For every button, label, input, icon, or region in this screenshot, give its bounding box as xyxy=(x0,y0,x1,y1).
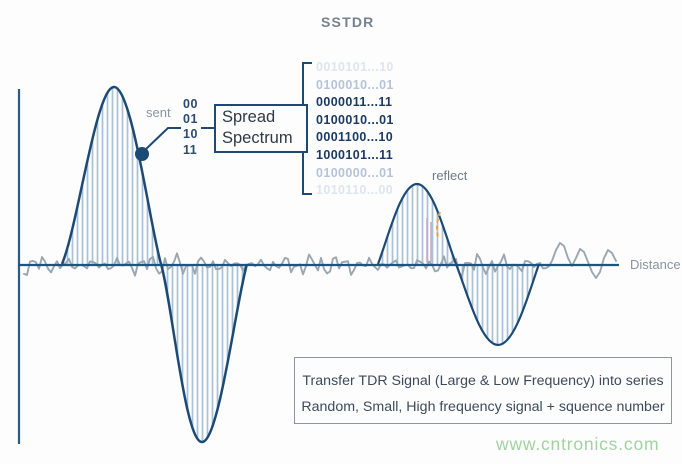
spread-code: 0100010...01 xyxy=(316,112,394,127)
explanation-line1: Transfer TDR Signal (Large & Low Frequen… xyxy=(302,373,664,389)
spread-code: 1010110...00 xyxy=(316,183,394,198)
distance-axis-label: Distance xyxy=(630,257,681,272)
reflect-pulse-negative-fill xyxy=(456,266,539,345)
spread-code: 0100000...01 xyxy=(316,165,394,180)
reflect-highlight-stripes xyxy=(426,218,432,262)
sent-label: sent xyxy=(146,105,171,120)
explanation-line2: Random, Small, High frequency signal + s… xyxy=(301,399,665,415)
spread-code: 1000101...11 xyxy=(316,147,394,162)
site-watermark: www.cntronics.com xyxy=(496,434,660,454)
sent-pulse-positive-fill xyxy=(62,87,161,264)
spread-code: 0010101...10 xyxy=(316,60,394,74)
callout-dot xyxy=(135,147,149,161)
spread-spectrum-box: Spread Spectrum xyxy=(214,104,308,153)
spread-code: 0100010...01 xyxy=(316,77,394,92)
bit-pair: 11 xyxy=(183,142,198,157)
explanation-box: Transfer TDR Signal (Large & Low Frequen… xyxy=(294,357,672,424)
reflect-pulse-outline xyxy=(376,182,541,347)
spread-code: 0000011...11 xyxy=(316,95,393,110)
spread-spectrum-line1: Spread xyxy=(222,108,276,126)
callout-line xyxy=(145,127,181,150)
spread-spectrum-line2: Spectrum xyxy=(222,129,293,147)
spread-code: 0001100...10 xyxy=(316,130,394,145)
diagram-title: SSTDR xyxy=(321,14,375,30)
reflect-pulse-positive-fill xyxy=(378,184,456,264)
sent-pulse-outline xyxy=(60,85,249,444)
bit-pair: 00 xyxy=(183,97,198,111)
spread-code-list: 0010101...10 0100010...01 0000011...11 0… xyxy=(316,59,394,200)
bit-pair: 10 xyxy=(183,127,198,142)
sent-pulse-negative-fill xyxy=(161,266,247,442)
bit-pairs-column: 00 01 10 11 xyxy=(183,97,198,158)
bit-pair: 01 xyxy=(183,112,198,127)
fault-marker-orange xyxy=(435,211,441,239)
reflect-label: reflect xyxy=(432,168,468,183)
